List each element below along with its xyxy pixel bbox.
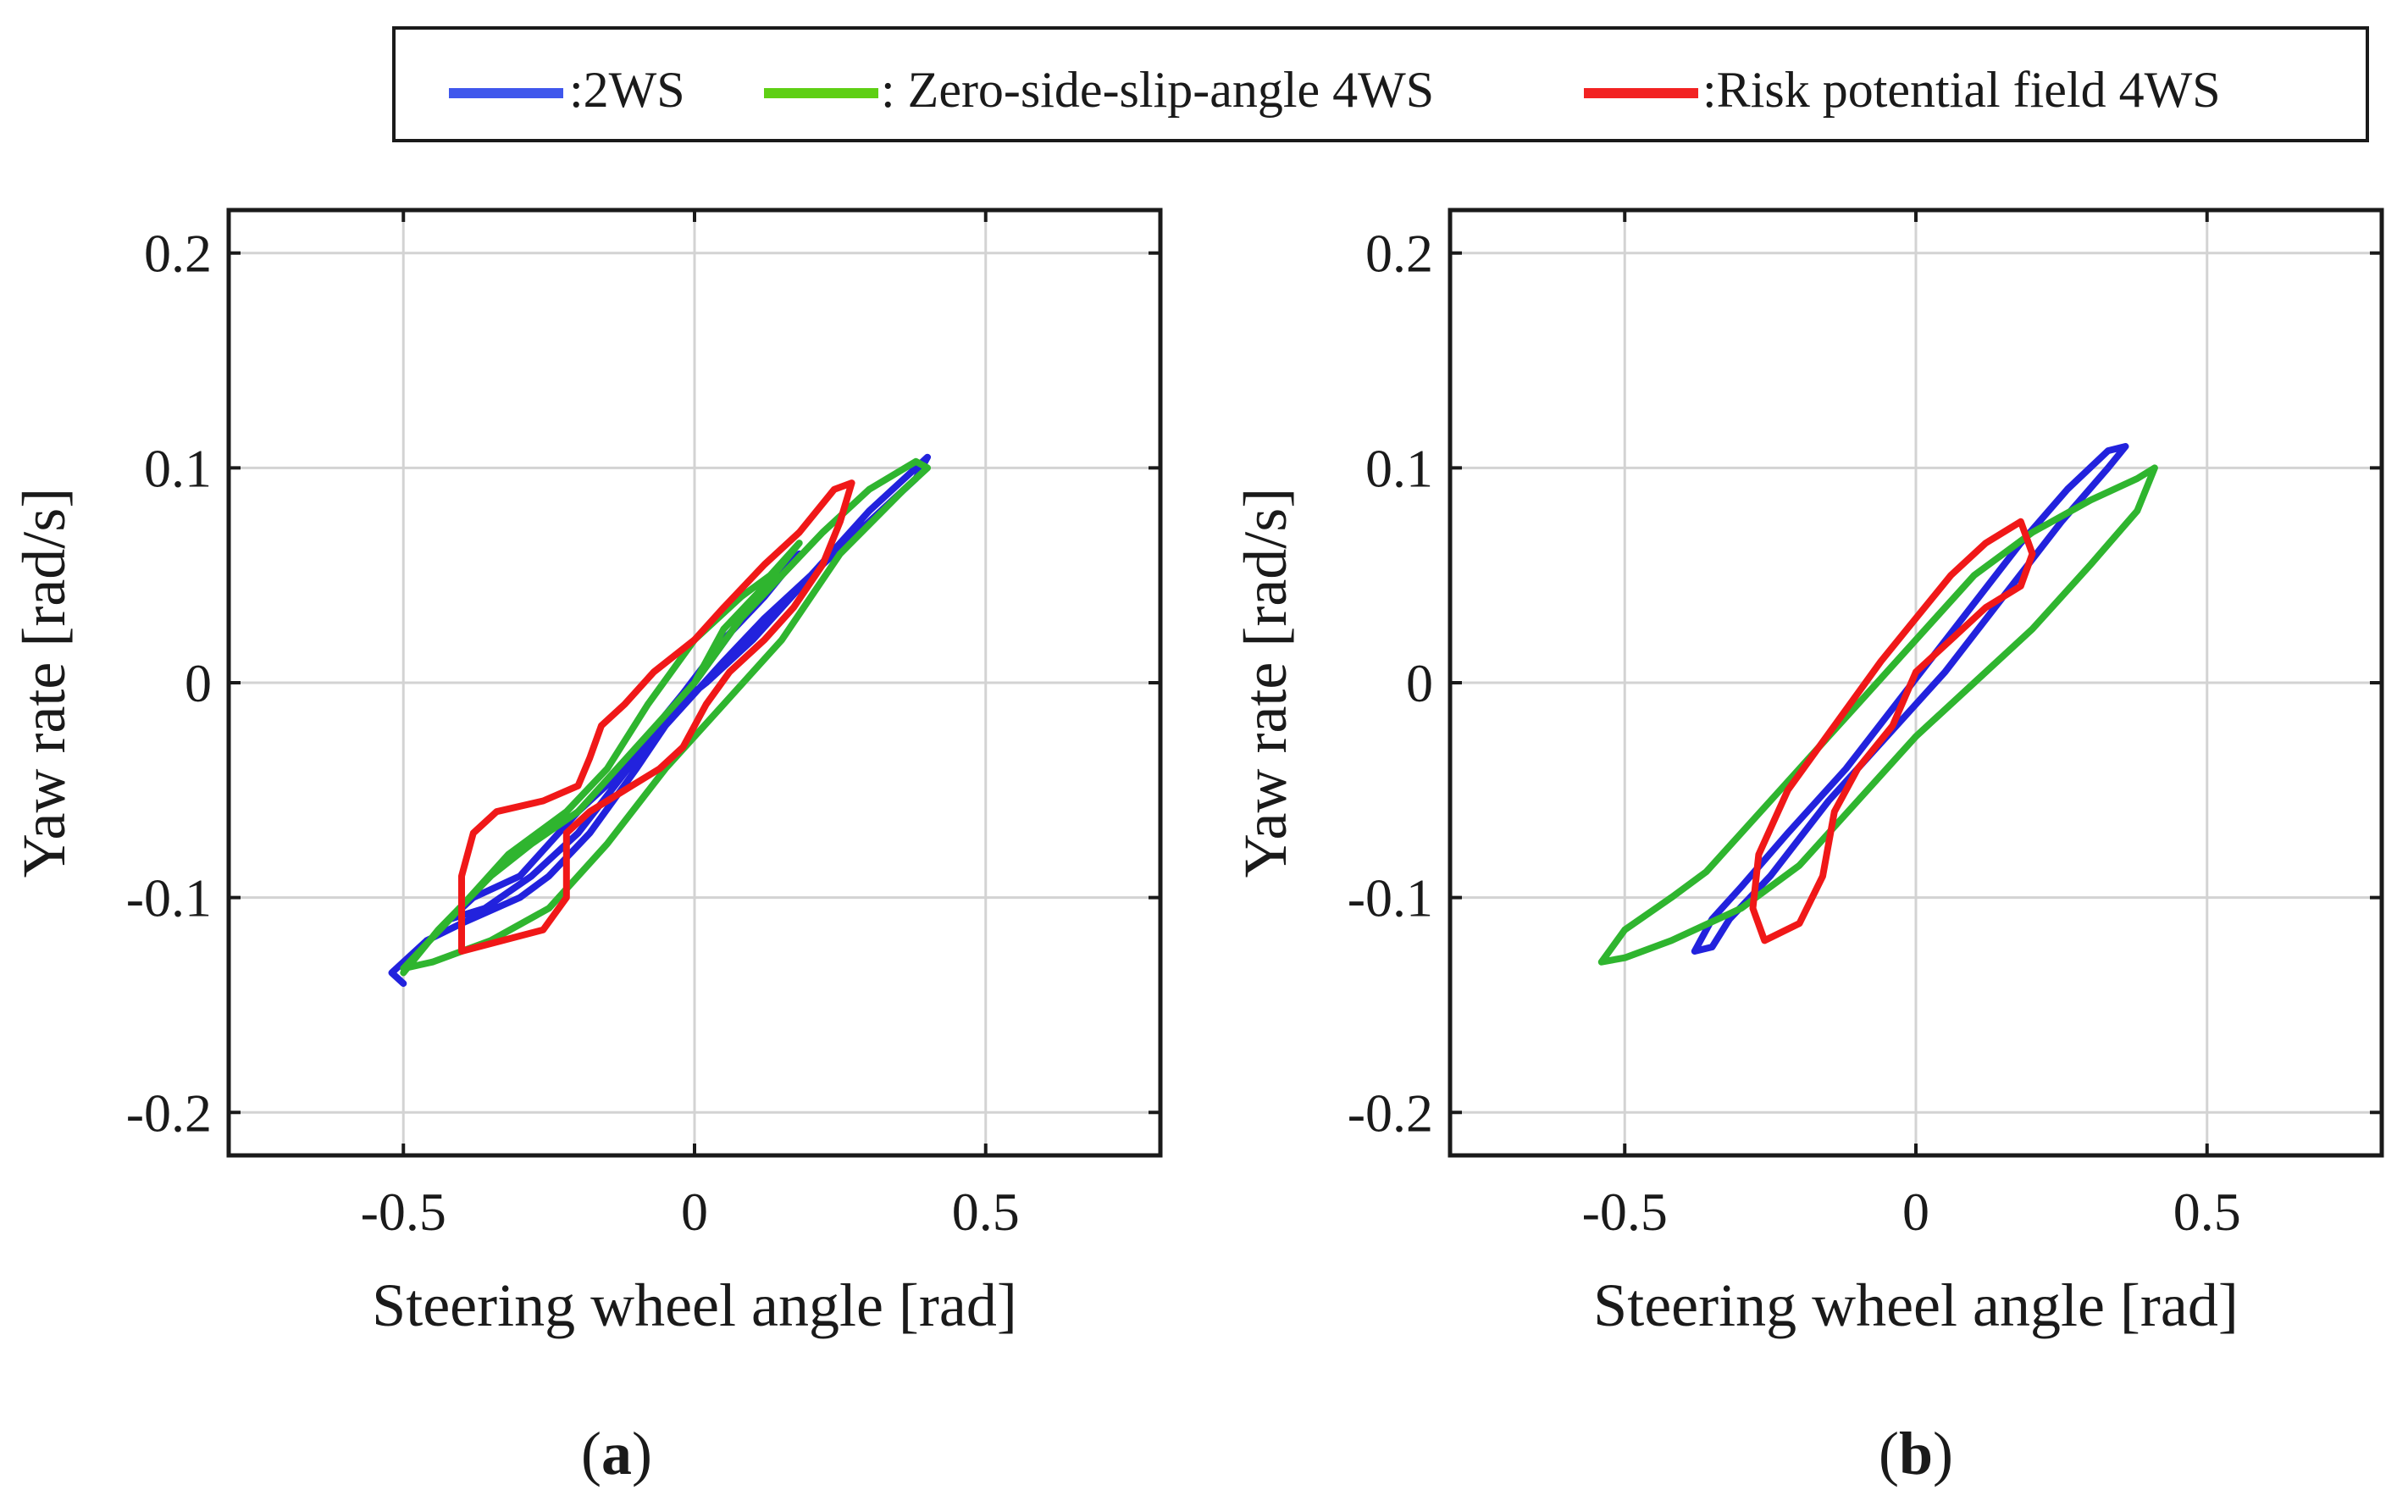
- legend: :2WS : Zero-side-slip-angle 4WS :Risk po…: [392, 26, 2369, 142]
- ytick-label-b-0: -0.2: [1348, 1083, 1433, 1143]
- plot-panel-b: -0.5 0 0.5 -0.2 -0.1 0 0.1 0.2 Steering wheel a…: [1232, 208, 2384, 1487]
- ytick-label-b-2: 0: [1406, 653, 1433, 713]
- panel-label-b-letter: b: [1899, 1420, 1933, 1487]
- plot-panel-a: -0.5 0 0.5 -0.2 -0.1 0 0.1 0.2 Steering wheel a…: [10, 208, 1163, 1487]
- xtick-label-b-0: -0.5: [1582, 1182, 1668, 1242]
- y-axis-label-a: Yaw rate [rad/s]: [10, 488, 78, 878]
- ytick-label-a-0: -0.2: [126, 1083, 212, 1143]
- ytick-label-b-4: 0.2: [1365, 224, 1433, 284]
- series-b: [1597, 443, 2158, 966]
- x-axis-label-b: Steering wheel angle [rad]: [1593, 1271, 2239, 1339]
- series-line-b-zero_side_slip_4WS: [1597, 464, 2158, 966]
- ytick-label-a-3: 0.1: [144, 438, 212, 498]
- y-axis-label-b: Yaw rate [rad/s]: [1232, 488, 1299, 878]
- series-line-b-2WS: [1691, 443, 2129, 955]
- ytick-label-a-2: 0: [185, 653, 212, 713]
- panel-label-a: (a): [581, 1420, 652, 1487]
- series-line-a-risk_potential_4WS: [458, 479, 855, 955]
- series-line-b-risk_potential_4WS: [1749, 518, 2036, 944]
- panel-label-a-open: (: [581, 1420, 601, 1487]
- ytick-label-a-1: -0.1: [126, 868, 212, 928]
- x-axis-label-a: Steering wheel angle [rad]: [372, 1271, 1017, 1339]
- ticks-b: -0.5 0 0.5 -0.2 -0.1 0 0.1 0.2: [1348, 210, 2382, 1242]
- panel-label-b: (b): [1879, 1420, 1953, 1487]
- legend-label-2ws: :2WS: [569, 62, 685, 118]
- ticks-a: -0.5 0 0.5 -0.2 -0.1 0 0.1 0.2: [126, 210, 1160, 1242]
- xtick-label-a-1: 0: [681, 1182, 708, 1242]
- ytick-label-b-1: -0.1: [1348, 868, 1433, 928]
- xtick-label-a-2: 0.5: [952, 1182, 1020, 1242]
- xtick-label-a-0: -0.5: [361, 1182, 446, 1242]
- legend-box: [392, 26, 2369, 142]
- panel-label-b-open: (: [1879, 1420, 1899, 1487]
- panel-label-a-close: ): [632, 1420, 652, 1487]
- series-a: [388, 453, 931, 988]
- legend-label-risk-potential: :Risk potential field 4WS: [1702, 62, 2221, 118]
- legend-label-zero-side-slip: : Zero-side-slip-angle 4WS: [881, 62, 1434, 118]
- ytick-label-a-4: 0.2: [144, 224, 212, 284]
- panel-label-b-close: ): [1933, 1420, 1953, 1487]
- ytick-label-b-3: 0.1: [1365, 438, 1433, 498]
- panel-label-a-letter: a: [601, 1420, 632, 1487]
- xtick-label-b-1: 0: [1902, 1182, 1929, 1242]
- xtick-label-b-2: 0.5: [2173, 1182, 2241, 1242]
